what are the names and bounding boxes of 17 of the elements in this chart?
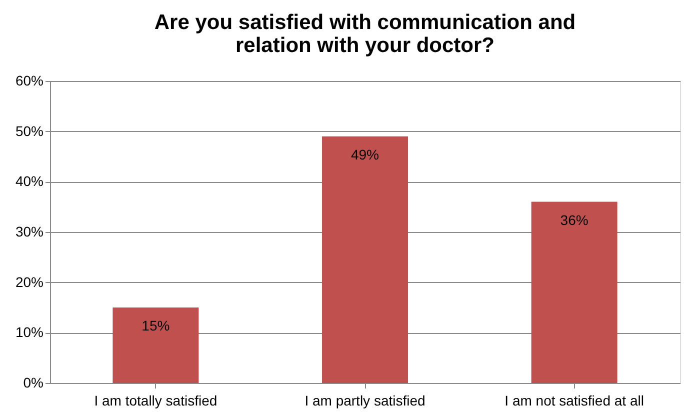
y-tick-label: 30%: [15, 224, 44, 240]
y-tick-label: 60%: [15, 72, 44, 88]
x-tick-label: I am totally satisfied: [94, 392, 218, 408]
y-tick-label: 50%: [15, 122, 44, 139]
data-label: 15%: [142, 318, 170, 334]
chart-title: Are you satisfied with communication and relation with your doctor?: [154, 11, 576, 57]
y-tick-label: 40%: [15, 173, 44, 190]
data-label: 49%: [350, 146, 380, 162]
bar: [531, 202, 618, 383]
x-tick-label: I am not satisfied at all: [504, 392, 644, 408]
y-tick-label: 20%: [15, 274, 44, 290]
bar: [112, 308, 199, 383]
y-tick-label: 0%: [23, 374, 44, 390]
y-tick-label: 10%: [15, 324, 44, 340]
data-label: 36%: [560, 212, 588, 228]
x-tick-label: I am partly satisfied: [304, 392, 426, 408]
bar: [322, 136, 408, 383]
